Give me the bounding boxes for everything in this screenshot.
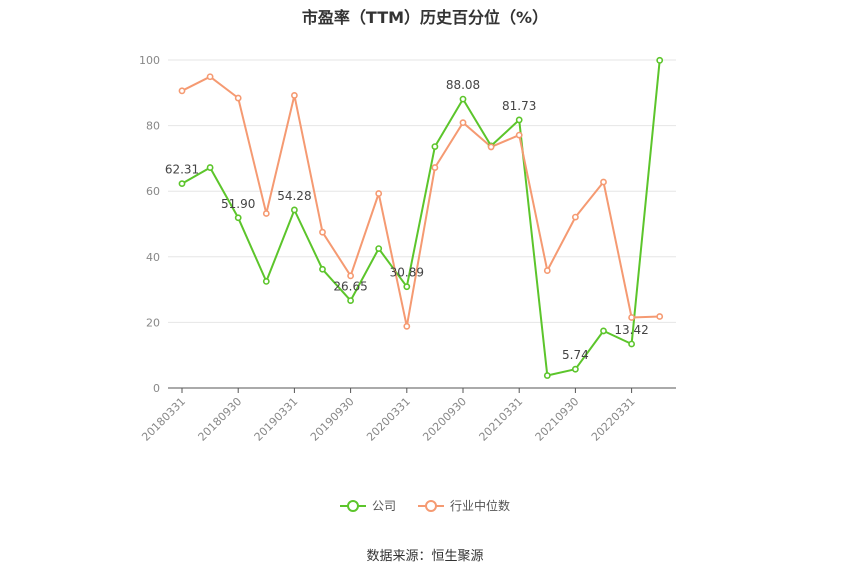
y-tick-label: 20 — [146, 316, 160, 329]
series-line-industry-median — [181, 75, 660, 328]
data-point — [234, 214, 242, 222]
data-point — [628, 340, 635, 348]
data-point — [600, 327, 607, 335]
data-point — [656, 56, 664, 64]
x-tick-label: 20210930 — [533, 395, 582, 444]
data-point — [206, 73, 214, 81]
legend-swatch — [339, 499, 366, 513]
data-point — [543, 372, 551, 379]
data-label: 81.73 — [502, 99, 536, 113]
data-point — [290, 92, 298, 99]
data-point — [487, 143, 495, 151]
legend: 公司 行业中位数 — [0, 497, 850, 514]
data-point — [403, 322, 411, 330]
data-point — [375, 190, 383, 197]
data-label: 26.65 — [333, 280, 367, 294]
data-point — [347, 272, 354, 280]
series-lines — [178, 56, 664, 379]
legend-label: 行业中位数 — [450, 499, 511, 513]
y-tick-label: 100 — [139, 54, 160, 67]
data-point — [234, 94, 242, 102]
data-point — [600, 178, 607, 186]
data-point — [572, 213, 579, 221]
x-tick-label: 20220331 — [589, 395, 638, 444]
data-point — [319, 228, 326, 236]
data-point — [431, 164, 439, 171]
x-tick-label: 20180930 — [196, 395, 245, 444]
data-label: 54.28 — [277, 189, 311, 203]
grid-lines — [168, 59, 676, 323]
x-tick-label: 20190930 — [308, 395, 357, 444]
data-label: 51.90 — [221, 197, 255, 211]
data-point — [459, 119, 467, 127]
legend-item[interactable]: 行业中位数 — [418, 497, 510, 514]
legend-swatch — [418, 499, 444, 513]
data-point — [431, 143, 439, 150]
data-point — [656, 313, 664, 320]
data-point — [262, 277, 270, 285]
data-label: 13.42 — [614, 323, 648, 337]
data-label: 30.89 — [390, 266, 424, 280]
data-point — [515, 116, 523, 124]
data-point — [206, 164, 214, 171]
data-point — [403, 283, 411, 291]
legend-item[interactable]: 公司 — [339, 497, 396, 514]
data-label: 5.74 — [562, 348, 589, 362]
data-point — [628, 314, 635, 321]
series-line-company — [181, 60, 661, 377]
data-point — [178, 87, 186, 95]
x-tick-label: 20200331 — [364, 395, 413, 444]
data-label: 88.08 — [446, 78, 480, 92]
data-point — [319, 265, 326, 273]
y-tick-label: 80 — [146, 120, 160, 133]
data-label: 62.31 — [165, 163, 199, 177]
data-point — [543, 267, 551, 274]
data-point — [515, 131, 523, 139]
x-tick-label: 20200930 — [420, 395, 469, 444]
data-labels: 62.31 51.90 54.28 26.65 30.89 88.08 81.73 5.74 1… — [165, 78, 649, 362]
data-point — [178, 180, 186, 188]
y-tick-label: 0 — [153, 382, 160, 395]
data-source: 数据来源：恒生聚源 — [366, 549, 484, 564]
chart-title: 市盈率（TTM）历史百分位（%） — [301, 8, 549, 27]
x-tick-label: 20180331 — [139, 395, 188, 444]
y-tick-label: 60 — [146, 185, 160, 198]
data-point — [290, 206, 298, 214]
data-point — [262, 210, 270, 217]
data-point — [347, 297, 354, 304]
legend-label: 公司 — [371, 499, 396, 513]
data-point — [572, 365, 579, 373]
x-tick-label: 20210331 — [477, 395, 526, 444]
data-point — [459, 95, 467, 103]
y-tick-label: 40 — [146, 251, 160, 264]
x-tick-label: 20190331 — [252, 395, 301, 444]
axes: 0 20 40 60 80 100 20180331 20180930 20190331 2019… — [139, 54, 676, 444]
data-point — [375, 245, 383, 252]
